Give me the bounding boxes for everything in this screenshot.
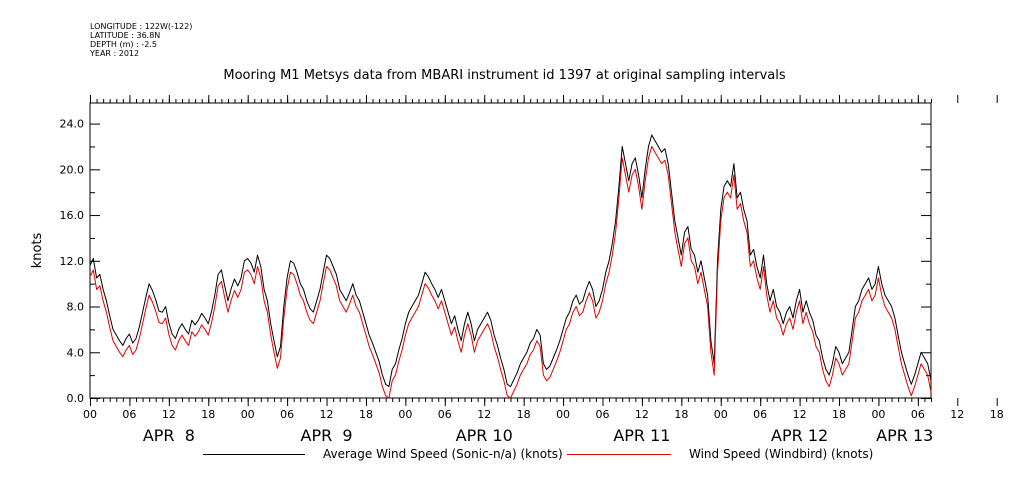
x-tick-label: 18 bbox=[201, 408, 215, 421]
x-tick-label: 18 bbox=[517, 408, 531, 421]
series-line-sonic bbox=[89, 134, 932, 388]
y-tick-label: 24.0 bbox=[60, 118, 85, 131]
x-tick-label: 12 bbox=[162, 408, 176, 421]
x-tick-label: 06 bbox=[280, 408, 294, 421]
meta-latitude: LATITUDE : 36.8N bbox=[90, 31, 161, 40]
x-tick-label: 18 bbox=[674, 408, 688, 421]
y-tick-label: 16.0 bbox=[60, 209, 85, 222]
x-tick-label: 00 bbox=[556, 408, 570, 421]
y-tick-label: 4.0 bbox=[67, 346, 85, 359]
x-day-label: APR 12 bbox=[771, 426, 828, 445]
x-tick-label: 12 bbox=[793, 408, 807, 421]
meta-depth: DEPTH (m) : -2.5 bbox=[90, 40, 157, 49]
x-day-label: APR 9 bbox=[301, 426, 353, 445]
chart-title: Mooring M1 Metsys data from MBARI instru… bbox=[223, 68, 786, 83]
x-day-label: APR 10 bbox=[456, 426, 513, 445]
x-tick-label: 12 bbox=[635, 408, 649, 421]
x-tick-label: 06 bbox=[911, 408, 925, 421]
x-tick-label: 18 bbox=[832, 408, 846, 421]
x-tick-label: 00 bbox=[83, 408, 97, 421]
legend-label-windbird: Wind Speed (Windbird) (knots) bbox=[689, 447, 874, 461]
x-tick-label: 00 bbox=[871, 408, 885, 421]
x-tick-label: 06 bbox=[753, 408, 767, 421]
legend-swatch-sonic bbox=[203, 454, 305, 455]
x-tick-label: 00 bbox=[398, 408, 412, 421]
x-tick-label: 18 bbox=[359, 408, 373, 421]
x-tick-label: 12 bbox=[950, 408, 964, 421]
x-tick-label: 12 bbox=[320, 408, 334, 421]
x-tick-label: 00 bbox=[241, 408, 255, 421]
x-tick-label: 18 bbox=[990, 408, 1004, 421]
legend-label-sonic: Average Wind Speed (Sonic-n/a) (knots) bbox=[323, 447, 563, 461]
x-day-label: APR 11 bbox=[613, 426, 670, 445]
x-tick-label: 12 bbox=[477, 408, 491, 421]
x-tick-label: 06 bbox=[438, 408, 452, 421]
x-tick-label: 06 bbox=[595, 408, 609, 421]
y-tick-label: 0.0 bbox=[67, 392, 85, 405]
meta-longitude: LONGITUDE : 122W(-122) bbox=[90, 22, 193, 31]
y-axis-label: knots bbox=[30, 232, 45, 268]
x-day-label: APR 13 bbox=[876, 426, 933, 445]
y-tick-label: 20.0 bbox=[60, 163, 85, 176]
series-line-windbird bbox=[89, 145, 932, 399]
y-tick-label: 12.0 bbox=[60, 255, 85, 268]
x-tick-label: 06 bbox=[122, 408, 136, 421]
plot-frame bbox=[89, 102, 932, 399]
x-day-label: APR 8 bbox=[143, 426, 195, 445]
meta-year: YEAR : 2012 bbox=[90, 49, 140, 58]
x-tick-label: 00 bbox=[714, 408, 728, 421]
y-tick-label: 8.0 bbox=[67, 301, 85, 314]
legend-swatch-windbird bbox=[567, 454, 671, 455]
